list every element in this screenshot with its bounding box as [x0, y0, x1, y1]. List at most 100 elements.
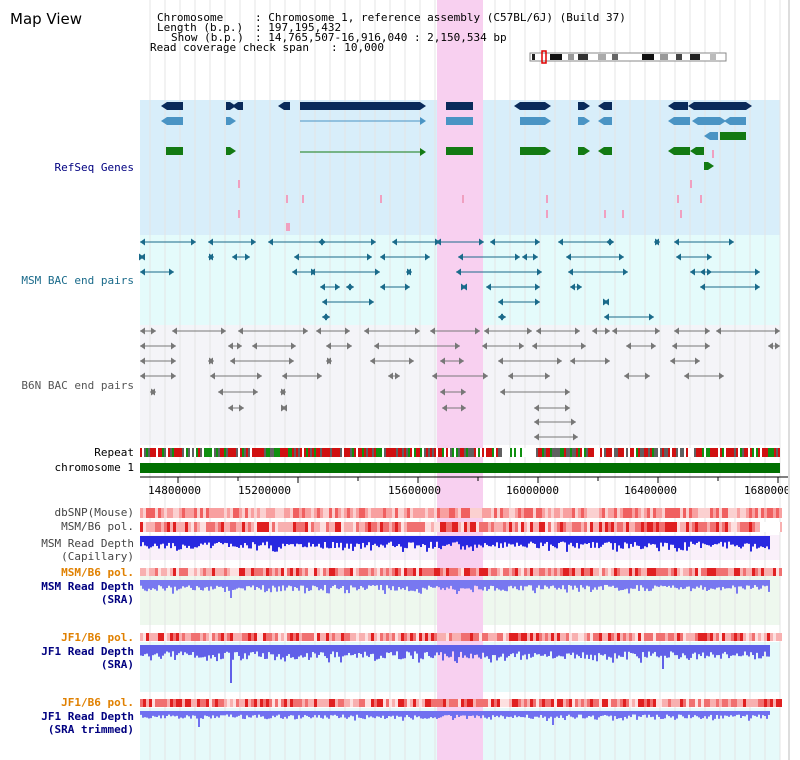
depth-bar: [452, 536, 454, 543]
depth-bar: [614, 711, 616, 717]
depth-bar: [348, 536, 350, 549]
depth-bar: [604, 645, 606, 655]
depth-bar: [210, 711, 212, 719]
depth-bar: [664, 711, 666, 719]
track-label-refseq[interactable]: RefSeq Genes: [54, 161, 134, 174]
depth-bar: [310, 645, 312, 658]
repeat-element: [368, 448, 370, 457]
gene-strand-arrow: [545, 102, 551, 110]
depth-bar: [312, 536, 314, 544]
depth-bar: [656, 711, 658, 715]
heat-cell: [359, 699, 362, 707]
heat-cell: [344, 699, 347, 707]
depth-bar: [374, 536, 376, 544]
depth-bar: [564, 645, 566, 659]
msm-depth-capillary-track: [140, 536, 770, 552]
depth-bar: [440, 711, 442, 718]
bac-end-marker: [221, 327, 226, 335]
track-label-jf1-b6-pol[interactable]: JF1/B6 pol.: [61, 631, 134, 644]
depth-bar: [646, 645, 648, 658]
depth-bar: [590, 536, 592, 548]
repeat-element: [704, 448, 706, 457]
depth-bar: [184, 711, 186, 718]
depth-bar: [580, 536, 582, 545]
heat-cell: [653, 568, 656, 576]
repeat-element: [714, 448, 716, 457]
depth-bar: [190, 580, 192, 588]
heat-cell: [623, 522, 626, 532]
depth-bar: [380, 536, 382, 545]
depth-bar: [276, 711, 278, 716]
depth-bar: [234, 645, 236, 653]
depth-bar: [462, 536, 464, 547]
bac-end-marker: [303, 327, 308, 335]
heat-cell: [614, 568, 617, 576]
track-label-jf1-depth-sra[interactable]: JF1 Read Depth: [41, 645, 134, 658]
depth-bar: [584, 536, 586, 544]
track-label-repeat[interactable]: Repeat: [94, 446, 134, 459]
heat-cell: [182, 568, 185, 576]
heat-cell: [560, 699, 563, 707]
gene-strand-arrow: [720, 117, 726, 125]
depth-bar: [374, 580, 376, 586]
depth-bar: [196, 580, 198, 587]
repeat-element: [614, 448, 616, 457]
depth-bar: [196, 711, 198, 719]
repeat-element: [212, 448, 214, 457]
depth-bar: [532, 711, 534, 719]
repeat-element: [656, 448, 658, 457]
track-label-msm-bac[interactable]: MSM BAC end pairs: [21, 274, 134, 287]
depth-bar: [354, 645, 356, 654]
depth-bar: [568, 536, 570, 545]
track-label-msm-b6-pol[interactable]: MSM/B6 pol.: [61, 520, 134, 533]
repeat-element: [438, 448, 440, 457]
repeat-element: [620, 448, 622, 457]
heat-cell: [266, 699, 269, 707]
bac-end-marker: [436, 238, 441, 246]
heat-cell: [458, 568, 461, 576]
depth-bar: [370, 580, 372, 586]
track-label-b6n-bac[interactable]: B6N BAC end pairs: [21, 379, 134, 392]
heat-cell: [476, 568, 479, 576]
depth-bar: [418, 580, 420, 593]
depth-bar: [230, 711, 232, 715]
track-label-msm-b6-pol-sra[interactable]: MSM/B6 pol.: [61, 566, 134, 579]
depth-bar: [496, 580, 498, 589]
track-label-msm-depth-capillary[interactable]: MSM Read Depth: [41, 537, 134, 550]
depth-bar: [304, 645, 306, 657]
depth-bar: [478, 711, 480, 717]
depth-bar: [408, 580, 410, 592]
depth-bar: [474, 645, 476, 655]
track-label-chromosome[interactable]: chromosome 1: [54, 461, 134, 474]
heat-cell: [662, 699, 665, 707]
heat-cell: [542, 508, 545, 518]
track-label-msm-depth-sra[interactable]: MSM Read Depth: [41, 580, 134, 593]
depth-bar: [628, 580, 630, 594]
heat-cell: [527, 508, 530, 518]
heat-cell: [578, 633, 581, 641]
depth-bar: [214, 645, 216, 658]
heat-cell: [572, 633, 575, 641]
bac-end-marker: [380, 253, 385, 261]
heat-cell: [194, 699, 197, 707]
depth-bar: [576, 711, 578, 718]
depth-bar: [422, 580, 424, 588]
depth-bar: [704, 536, 706, 545]
heat-cell: [500, 699, 503, 707]
depth-bar: [352, 711, 354, 717]
depth-bar: [348, 580, 350, 594]
depth-bar: [530, 580, 532, 586]
heat-cell: [194, 522, 197, 532]
length-value: : 197,195,432: [255, 21, 342, 34]
repeat-element: [352, 448, 354, 457]
depth-bar: [440, 645, 442, 653]
track-label-jf1-depth-trim[interactable]: JF1 Read Depth: [41, 710, 134, 723]
track-label-jf1-b6-pol-trim[interactable]: JF1/B6 pol.: [61, 696, 134, 709]
heat-cell: [554, 508, 557, 518]
bac-end-marker: [707, 253, 712, 261]
heat-cell: [293, 508, 296, 518]
axis-tick-label: 15600000: [388, 484, 441, 497]
track-label-dbsnp[interactable]: dbSNP(Mouse): [54, 506, 134, 519]
heat-cell: [239, 699, 242, 707]
